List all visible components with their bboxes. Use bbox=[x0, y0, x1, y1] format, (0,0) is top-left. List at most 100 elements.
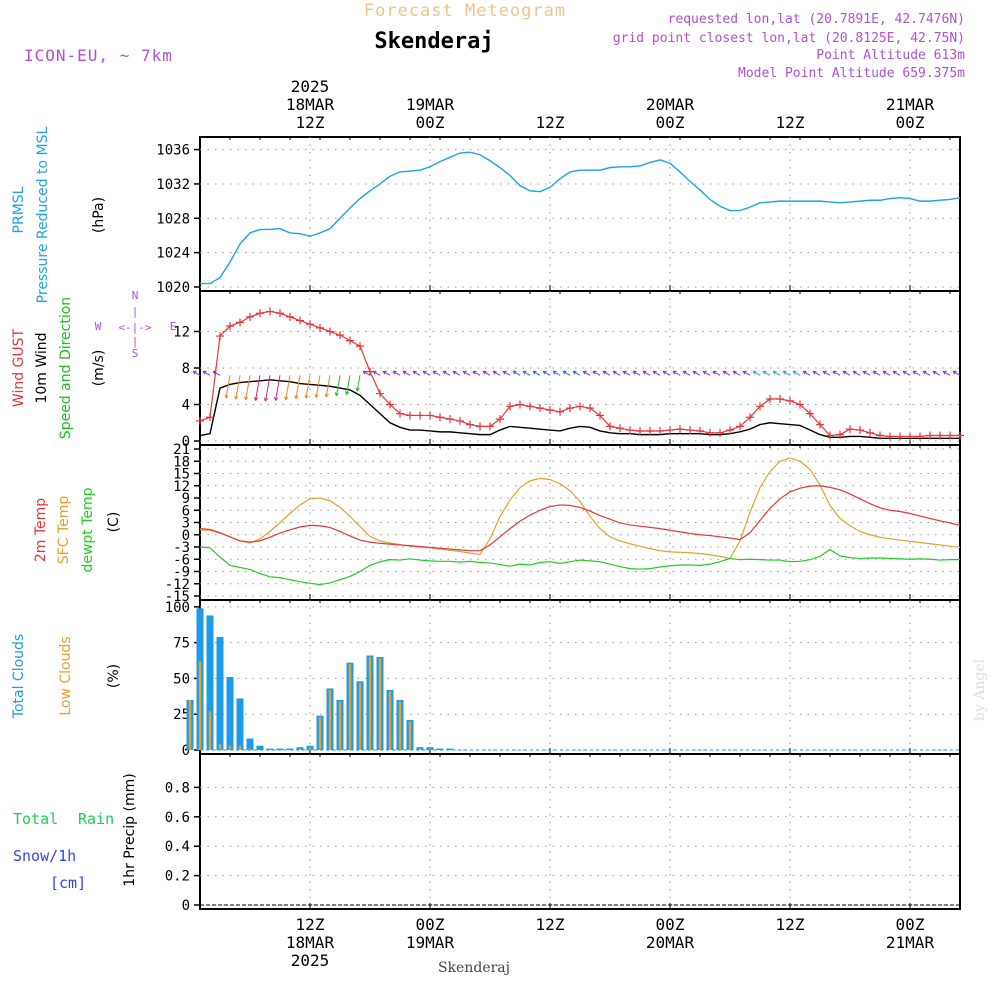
y-tick-label: 0.4 bbox=[165, 839, 190, 855]
wind-arrow-head bbox=[452, 370, 457, 375]
time-axis-label: 00Z bbox=[416, 915, 445, 934]
rain-label: Rain bbox=[78, 810, 114, 828]
wind-direction-arrow bbox=[752, 370, 761, 376]
wind-direction-arrow bbox=[742, 370, 751, 376]
y-tick-label: 25 bbox=[173, 707, 190, 723]
gust-marker bbox=[726, 426, 734, 435]
clouds-labels: Total Clouds Low Clouds (%) bbox=[11, 634, 122, 719]
gust-marker bbox=[546, 405, 554, 414]
low-clouds-bar bbox=[418, 748, 422, 750]
panel-frame bbox=[199, 599, 961, 755]
total-clouds-bar bbox=[216, 636, 224, 750]
panel-frame bbox=[199, 753, 961, 910]
low-clouds-label: Low Clouds bbox=[58, 636, 74, 715]
wind-arrow-head bbox=[552, 370, 557, 375]
gust-marker bbox=[616, 424, 624, 433]
wind-arrow-head bbox=[942, 370, 947, 375]
time-axis-label: 19MAR bbox=[406, 95, 455, 114]
wind-arrow-head bbox=[304, 394, 309, 399]
y-tick-label: 0.8 bbox=[165, 780, 190, 796]
gust-marker bbox=[806, 409, 814, 418]
wind-arrow-head bbox=[892, 370, 897, 375]
gust-marker bbox=[346, 336, 354, 345]
gust-marker bbox=[796, 400, 804, 409]
wind-arrow-head bbox=[412, 370, 417, 375]
gust-marker bbox=[216, 332, 224, 341]
footer-location: Skenderaj bbox=[438, 960, 510, 976]
gust-marker bbox=[736, 422, 744, 431]
wind-direction-arrow bbox=[202, 370, 211, 376]
gust-marker bbox=[436, 413, 444, 422]
gust-marker bbox=[236, 318, 244, 327]
y-tick-label: -3 bbox=[173, 540, 190, 556]
wind-direction-arrow bbox=[762, 370, 771, 376]
total-clouds-bar bbox=[256, 745, 264, 750]
grid-point-coords: grid point closest lon,lat (20.8125E, 42… bbox=[613, 31, 965, 46]
wind-direction-arrow bbox=[356, 375, 361, 392]
gust-marker bbox=[256, 309, 264, 318]
wind-labels: Wind GUST 10m Wind Speed and Direction (… bbox=[11, 289, 176, 439]
wind-arrow-head bbox=[234, 395, 239, 400]
gust-marker bbox=[446, 415, 454, 424]
temperature-labels: 2m Temp SFC Temp dewpt Temp (C) bbox=[33, 487, 122, 572]
time-axis-label: 00Z bbox=[416, 113, 445, 132]
wind-direction-arrow bbox=[652, 370, 661, 376]
pressure-labels: PRMSL Pressure Reduced to MSL (hPa) bbox=[11, 126, 107, 303]
wind-direction-arrow bbox=[802, 370, 811, 376]
gust-marker bbox=[206, 413, 214, 422]
y-tick-label: 100 bbox=[165, 600, 190, 616]
total-clouds-bar bbox=[226, 677, 234, 750]
wind-direction-arrow bbox=[592, 370, 601, 376]
wind-direction-arrow bbox=[412, 370, 421, 376]
temp-2m-line bbox=[199, 485, 961, 552]
gust-marker bbox=[926, 431, 934, 440]
compass-vertical-low: | bbox=[132, 335, 139, 348]
wind-direction-arrow bbox=[692, 370, 701, 376]
compass-south: S bbox=[132, 347, 139, 360]
time-axis-label: 00Z bbox=[656, 113, 685, 132]
wind-arrow-head bbox=[912, 370, 917, 375]
low-clouds-bar bbox=[408, 721, 412, 750]
wind-direction-arrow bbox=[902, 370, 911, 376]
low-clouds-bar bbox=[368, 656, 372, 750]
wind-arrow-head bbox=[822, 370, 827, 375]
total-clouds-bar bbox=[206, 615, 214, 750]
gust-marker bbox=[316, 323, 324, 332]
clouds-unit: (%) bbox=[106, 664, 122, 688]
gust-marker bbox=[896, 432, 904, 441]
wind-arrow-head bbox=[662, 370, 667, 375]
time-axis-label: 12Z bbox=[776, 113, 805, 132]
low-clouds-bar bbox=[208, 711, 212, 750]
wind-direction-arrow bbox=[442, 370, 451, 376]
wind-arrow-head bbox=[862, 370, 867, 375]
gust-marker bbox=[836, 430, 844, 439]
wind-direction-arrow bbox=[642, 370, 651, 376]
wind-direction-arrow bbox=[305, 375, 311, 399]
wind-arrow-head bbox=[562, 370, 567, 375]
gust-marker bbox=[396, 409, 404, 418]
low-clouds-bar bbox=[298, 748, 302, 750]
y-tick-label: 12 bbox=[173, 325, 190, 341]
low-clouds-bar bbox=[218, 744, 222, 750]
wind-arrow-head bbox=[762, 370, 767, 375]
precip-unit: 1hr Precip (mm) bbox=[122, 773, 138, 886]
wind-direction-arrow bbox=[792, 370, 801, 376]
wind-arrow-head bbox=[702, 370, 707, 375]
gust-marker bbox=[306, 320, 314, 329]
wind-arrow-head bbox=[712, 370, 717, 375]
rain-total-label: Total bbox=[13, 810, 58, 828]
wind-arrow-head bbox=[522, 370, 527, 375]
wind-arrow-head bbox=[432, 370, 437, 375]
wind-direction-arrow bbox=[212, 370, 221, 376]
wind-direction-arrow bbox=[522, 370, 531, 376]
gust-marker bbox=[526, 402, 534, 411]
wind-direction-arrow bbox=[882, 370, 891, 376]
pressure-line bbox=[200, 151, 961, 285]
wind-arrow-head bbox=[932, 370, 937, 375]
gust-marker bbox=[296, 316, 304, 325]
low-clouds-bar bbox=[308, 747, 312, 750]
gust-marker bbox=[626, 426, 634, 435]
low-clouds-bar bbox=[378, 658, 382, 750]
gust-marker bbox=[506, 402, 514, 411]
